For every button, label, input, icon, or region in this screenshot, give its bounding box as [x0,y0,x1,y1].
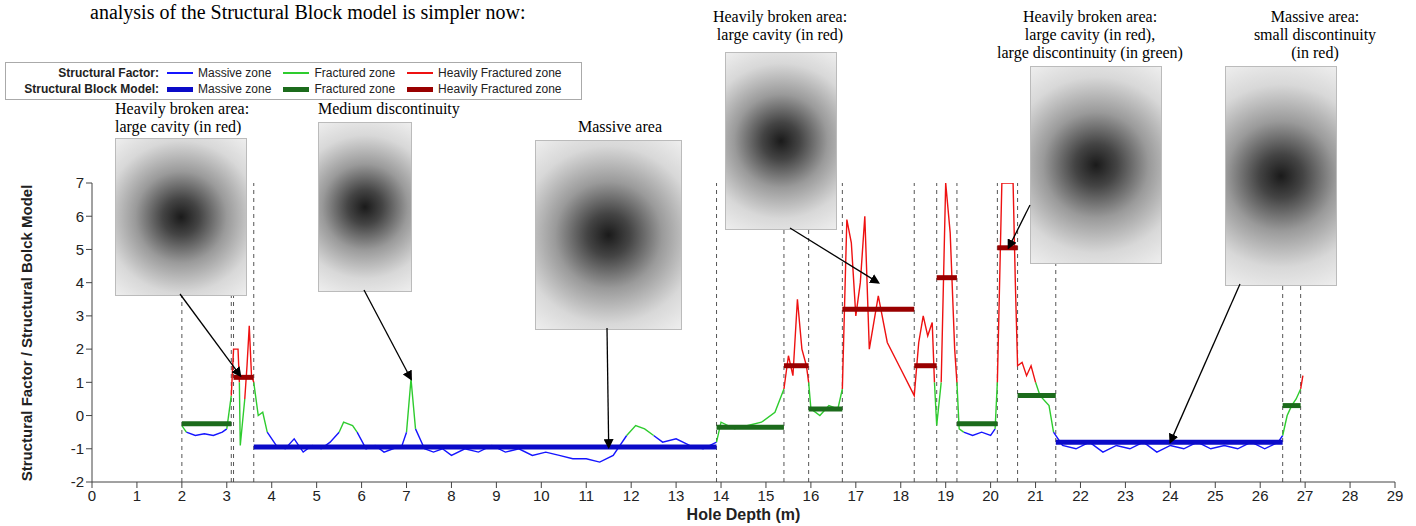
svg-text:7: 7 [402,487,410,504]
svg-text:18: 18 [892,487,909,504]
html-text:Structural Factor / Structural: Structural Factor / Structural Bolck Mod… [17,184,35,481]
svg-text:23: 23 [1117,487,1134,504]
svg-text:15: 15 [758,487,775,504]
svg-text:0: 0 [88,487,96,504]
svg-text:25: 25 [1207,487,1224,504]
svg-text:6: 6 [357,487,365,504]
html-text:Heavily Fractured zone: Heavily Fractured zone [438,66,562,80]
svg-text:13: 13 [668,487,685,504]
html-text:Fractured zone: Fractured zone [314,66,396,80]
html-text:(in red): (in red) [1291,44,1339,61]
svg-text:4: 4 [268,487,276,504]
svg-text:24: 24 [1162,487,1179,504]
html-text:large cavity (in red): large cavity (in red) [716,26,844,43]
svg-text:2: 2 [178,487,186,504]
svg-text:3: 3 [76,307,84,324]
svg-text:2: 2 [76,340,84,357]
svg-text:17: 17 [847,487,864,504]
svg-text:0: 0 [76,407,84,424]
html-text:Heavily broken area:: Heavily broken area: [1022,8,1158,25]
svg-text:21: 21 [1027,487,1044,504]
svg-text:16: 16 [803,487,820,504]
svg-text:-1: -1 [71,440,84,457]
html-text:Structural Block Model:: Structural Block Model: [24,82,159,96]
svg-text:5: 5 [312,487,320,504]
svg-text:11: 11 [578,487,594,504]
html-text:large cavity (in red): large cavity (in red) [115,118,242,135]
svg-text:5: 5 [76,241,84,258]
html-text:large discontinuity (in green): large discontinuity (in green) [997,44,1183,61]
svg-text:1: 1 [76,374,84,391]
html-text:Massive zone: Massive zone [198,82,272,96]
svg-text:12: 12 [623,487,640,504]
html-text:Structural Factor:: Structural Factor: [58,66,159,80]
html-text:Massive area:: Massive area: [1270,8,1360,25]
html-text:Heavily broken area:: Heavily broken area: [115,100,250,117]
svg-text:9: 9 [492,487,500,504]
html-text:small discontinuity: small discontinuity [1253,26,1377,43]
svg-text:3: 3 [223,487,231,504]
html-text:analysis of the Structural Blo: analysis of the Structural Block model i… [90,1,526,23]
svg-text:20: 20 [982,487,999,504]
html-text:Hole Depth (m): Hole Depth (m) [686,506,801,523]
svg-text:28: 28 [1342,487,1359,504]
svg-text:19: 19 [937,487,954,504]
svg-text:7: 7 [76,174,84,191]
svg-text:10: 10 [533,487,550,504]
html-text:Fractured zone: Fractured zone [314,82,396,96]
html-text:Medium discontinuity: Medium discontinuity [318,100,460,117]
svg-text:8: 8 [447,487,455,504]
svg-text:22: 22 [1072,487,1089,504]
svg-text:6: 6 [76,208,84,225]
html-text:large cavity (in red),: large cavity (in red), [1024,26,1156,43]
svg-text:26: 26 [1252,487,1269,504]
svg-text:-2: -2 [71,473,84,490]
svg-text:14: 14 [713,487,730,504]
svg-text:29: 29 [1387,487,1404,504]
html-text:Heavily broken area:: Heavily broken area: [712,8,848,25]
html-text:Heavily Fractured zone: Heavily Fractured zone [438,82,562,96]
html-text:Massive area: Massive area [578,118,662,135]
svg-text:1: 1 [133,487,141,504]
svg-text:4: 4 [76,274,84,291]
html-text:Massive zone: Massive zone [198,66,272,80]
svg-text:27: 27 [1297,487,1314,504]
